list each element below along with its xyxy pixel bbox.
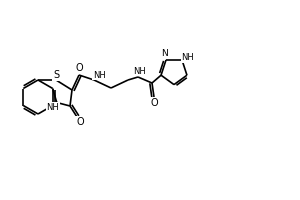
Text: O: O — [150, 98, 158, 108]
Text: NH: NH — [134, 66, 146, 75]
Text: NH: NH — [182, 53, 194, 62]
Text: N: N — [160, 49, 167, 58]
Text: NH: NH — [46, 103, 59, 112]
Text: O: O — [76, 117, 84, 127]
Text: S: S — [53, 70, 59, 80]
Text: NH: NH — [93, 71, 105, 79]
Text: O: O — [75, 63, 83, 73]
